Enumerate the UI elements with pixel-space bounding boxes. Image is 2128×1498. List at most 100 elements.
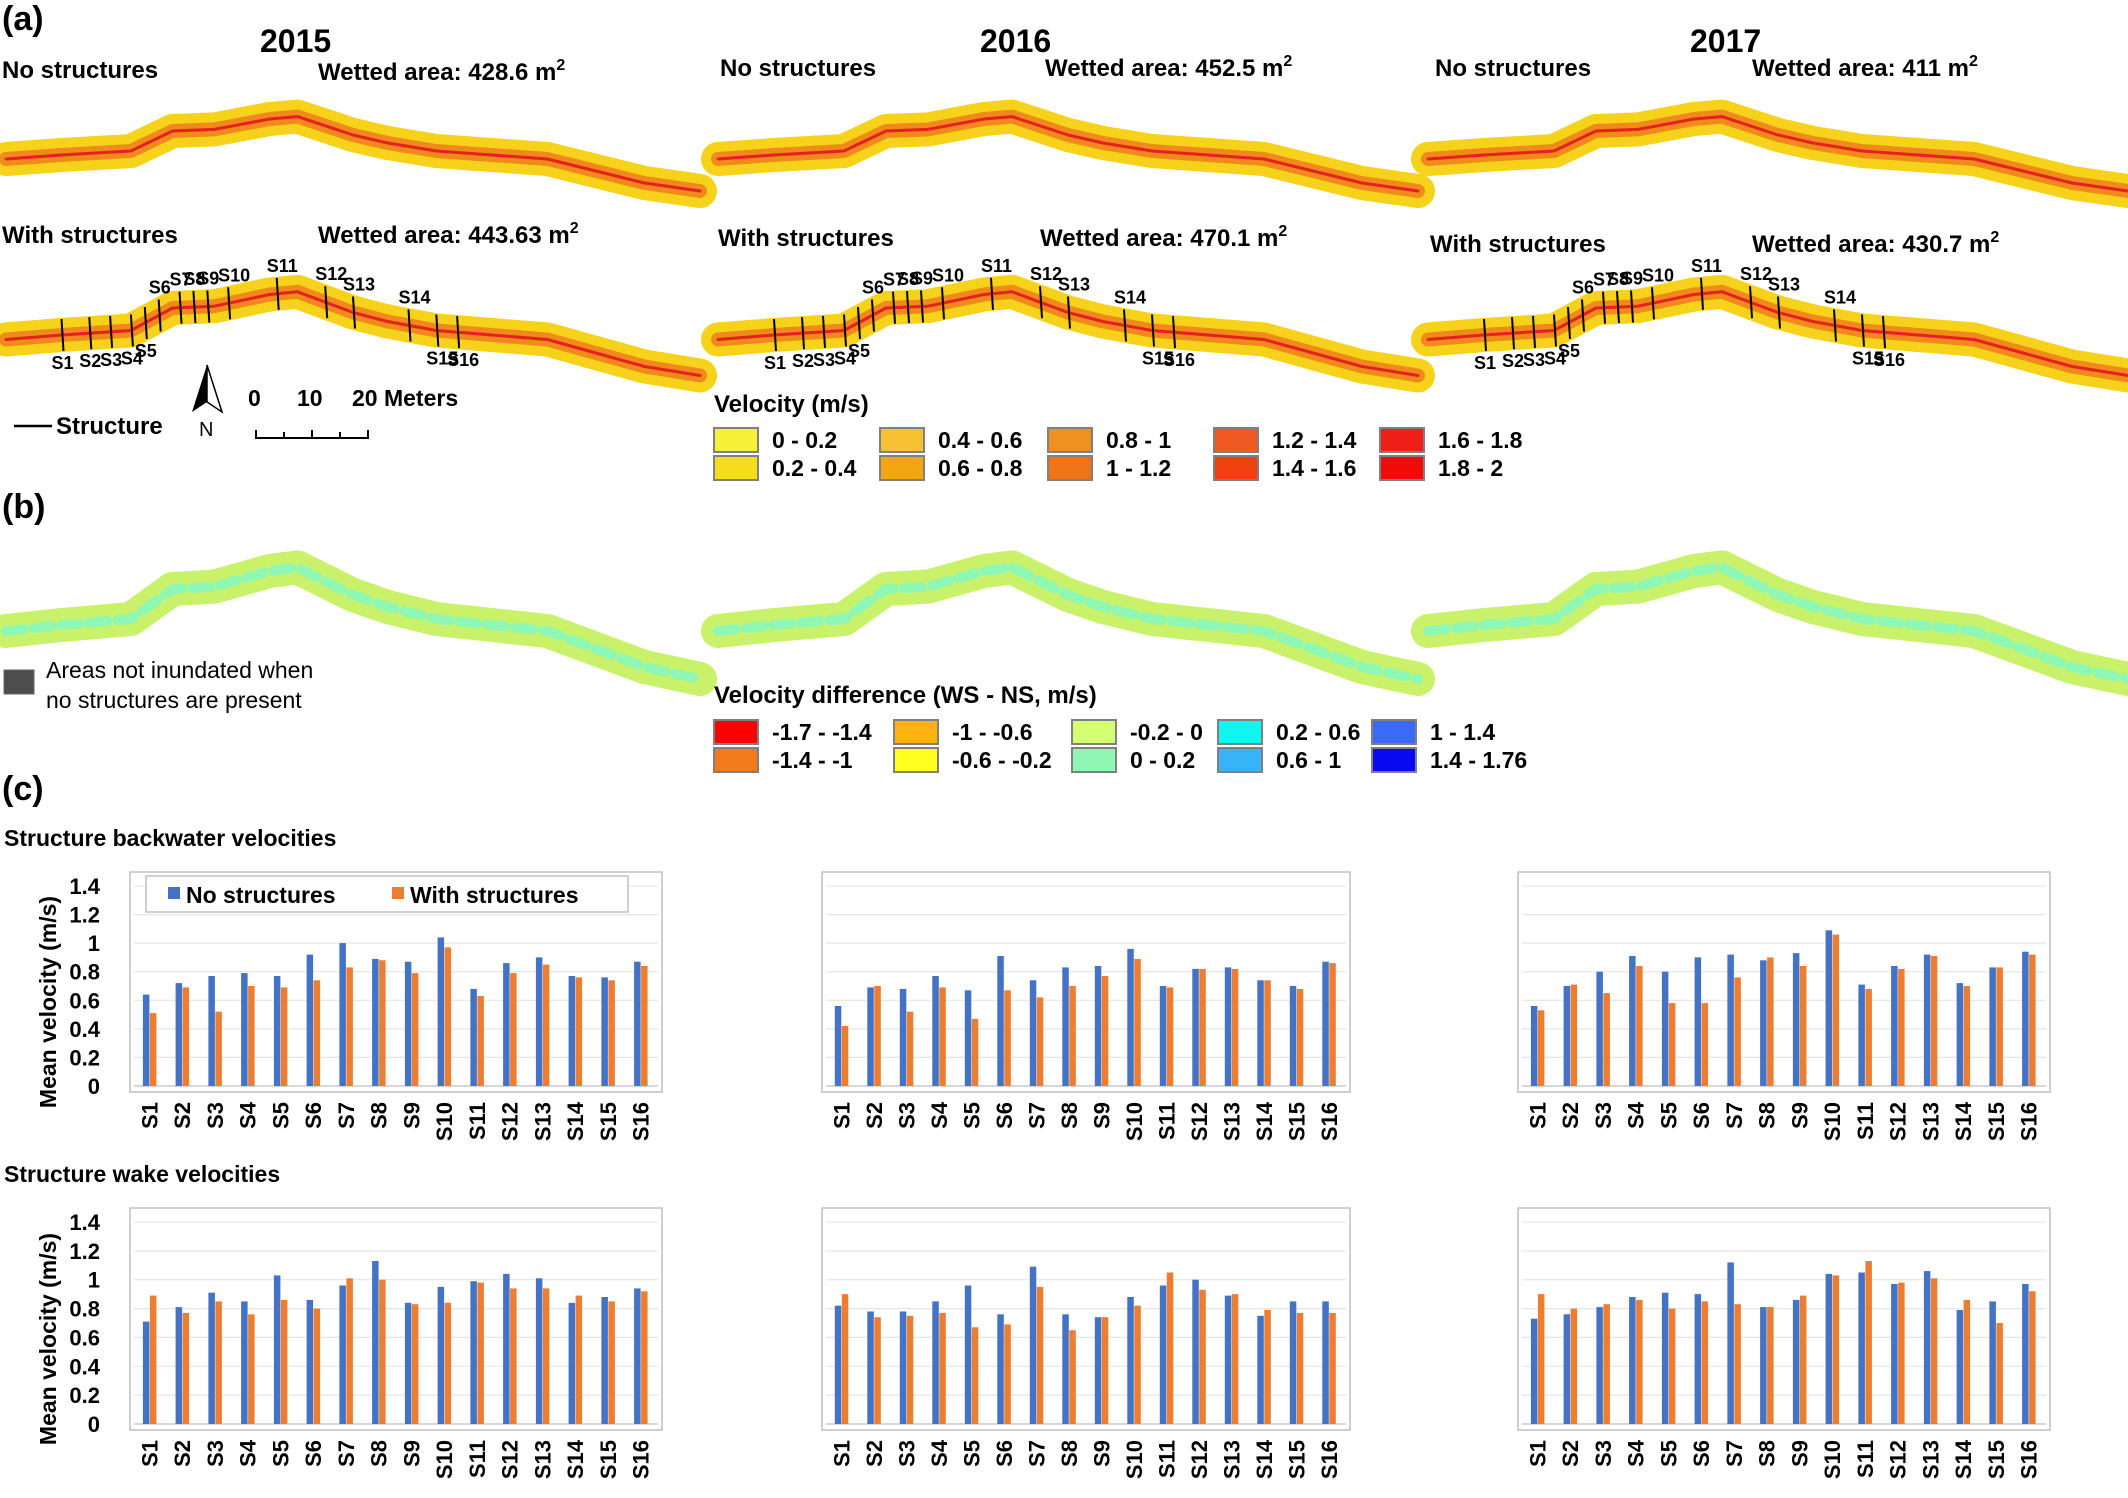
bar-S10-no-structures — [1825, 930, 1833, 1086]
bar-S11-with-structures — [1166, 1272, 1174, 1424]
structure-label-1-0: S1 — [764, 353, 786, 373]
structure-label-0-8: S9 — [197, 269, 219, 289]
x-tick-label: S15 — [596, 1102, 621, 1141]
bar-S10-with-structures — [444, 1302, 452, 1424]
bar-S6-with-structures — [1701, 1003, 1709, 1086]
x-tick-label: S2 — [862, 1440, 887, 1467]
velocity-legend-label-4: 0.8 - 1 — [1106, 427, 1171, 453]
x-tick-label: S8 — [1755, 1440, 1780, 1467]
bar-S13-no-structures — [1224, 967, 1232, 1086]
x-tick-label: S5 — [1656, 1440, 1681, 1467]
bar-S6-with-structures — [313, 1308, 321, 1424]
x-tick-label: S5 — [268, 1102, 293, 1129]
x-tick-label: S10 — [1122, 1102, 1147, 1141]
x-tick-label: S2 — [1558, 1102, 1583, 1129]
x-tick-label: S13 — [1219, 1440, 1244, 1479]
bar-S5-no-structures — [964, 1285, 972, 1424]
bar-S4-no-structures — [241, 1301, 248, 1424]
bar-S6-no-structures — [997, 1314, 1004, 1424]
structure-mark-1-4 — [857, 306, 861, 340]
structure-label-1-13: S14 — [1114, 287, 1146, 307]
wetted-area-with-2016: Wetted area: 470.1 m2 — [1040, 223, 1287, 252]
bar-S13-no-structures — [535, 957, 543, 1086]
structure-mark-1-14 — [1151, 314, 1155, 347]
x-tick-label: S7 — [1024, 1440, 1049, 1467]
diff-legend-label-4: -0.2 - 0 — [1130, 719, 1203, 745]
bar-S14-no-structures — [1257, 1315, 1264, 1424]
bar-S2-with-structures — [182, 987, 190, 1086]
year-2016-heading: 2016 — [980, 23, 1051, 59]
velocity-legend-label-2: 0.4 - 0.6 — [938, 427, 1022, 453]
x-tick-label: S4 — [1624, 1439, 1649, 1467]
y-tick-label: 0 — [88, 1412, 100, 1437]
bar-S10-no-structures — [1127, 948, 1134, 1086]
bar-S11-with-structures — [477, 1282, 484, 1424]
x-tick-label: S7 — [1024, 1102, 1049, 1129]
bar-S15-no-structures — [1989, 967, 1996, 1086]
wetted-area-no-2016: Wetted area: 452.5 m2 — [1045, 53, 1292, 82]
bar-S5-with-structures — [1668, 1003, 1676, 1086]
bar-S12-with-structures — [1199, 968, 1206, 1086]
bar-S12-no-structures — [503, 963, 510, 1086]
structure-label-0-7: S8 — [183, 269, 205, 289]
structure-label-2-4: S5 — [1558, 341, 1580, 361]
x-tick-label: S6 — [992, 1440, 1017, 1467]
legend-swatch-no — [168, 887, 180, 899]
bar-S4-with-structures — [1636, 1299, 1643, 1424]
x-tick-label: S15 — [1284, 1440, 1309, 1479]
bar-S12-no-structures — [1891, 966, 1898, 1086]
structure-label-1-6: S7 — [883, 270, 905, 290]
structure-mark-0-14 — [435, 314, 440, 347]
bar-S7-no-structures — [1727, 1262, 1734, 1424]
y-tick-label: 1.2 — [69, 903, 100, 928]
bar-S4-no-structures — [241, 973, 248, 1086]
x-tick-label: S4 — [236, 1439, 261, 1467]
bar-S1-no-structures — [1530, 1318, 1538, 1424]
chart-backwater-2016: S1 S2 S3 S4 S5 S6 S7 S8 S9 S10 S11 S12 S13 S14 S15 S16 — [821, 871, 1351, 1141]
structure-mark-0-3 — [129, 314, 134, 347]
scale-tick-20: 20 Meters — [352, 385, 458, 411]
diff-legend-swatch-1 — [713, 747, 759, 773]
bar-S16-no-structures — [2022, 1284, 2029, 1424]
bar-S11-no-structures — [1858, 1272, 1865, 1424]
bar-S13-with-structures — [1231, 1294, 1239, 1424]
structure-label-2-2: S3 — [1523, 350, 1545, 370]
bar-S1-no-structures — [1530, 1006, 1538, 1086]
bar-S9-no-structures — [404, 1302, 412, 1424]
structure-label-0-12: S13 — [343, 275, 375, 295]
bar-S16-with-structures — [2029, 1291, 2036, 1424]
panel-a-label: (a) — [2, 0, 44, 38]
x-tick-label: S7 — [1722, 1440, 1747, 1467]
bar-S15-no-structures — [601, 977, 608, 1086]
bar-S4-with-structures — [1636, 966, 1643, 1086]
bar-S9-with-structures — [411, 973, 419, 1086]
year-2017-heading: 2017 — [1690, 23, 1761, 59]
diff-legend-swatch-3 — [893, 747, 939, 773]
x-tick-label: S10 — [1820, 1440, 1845, 1479]
bar-S12-no-structures — [503, 1273, 510, 1424]
bar-S7-with-structures — [1036, 997, 1044, 1086]
diff-river-inner-0 — [1, 562, 705, 684]
structure-label-0-5: S6 — [149, 278, 171, 298]
structure-label-2-8: S9 — [1621, 269, 1643, 289]
structure-mark-1-11 — [1039, 286, 1043, 319]
structure-mark-1-3 — [843, 314, 847, 347]
wetted-area-with-2015: Wetted area: 443.63 m2 — [318, 220, 579, 249]
structure-label-1-10: S11 — [981, 256, 1012, 276]
y-tick-label: 0.6 — [69, 988, 100, 1013]
bar-S13-no-structures — [535, 1278, 543, 1424]
bar-S2-no-structures — [867, 987, 874, 1086]
velocity-legend-swatch-5 — [1047, 455, 1093, 481]
bar-S6-with-structures — [1004, 990, 1011, 1086]
bar-S15-with-structures — [1996, 1323, 2003, 1424]
bar-S10-no-structures — [1825, 1273, 1833, 1424]
bar-S9-no-structures — [1792, 953, 1800, 1086]
x-tick-label: S3 — [203, 1102, 228, 1129]
structure-mark-2-12 — [1777, 296, 1781, 329]
diff-legend-label-1: -1.4 - -1 — [772, 747, 853, 773]
velocity-legend: 0 - 0.20.2 - 0.4 0.4 - 0.60.6 - 0.8 0.8 - … — [713, 427, 1523, 481]
structure-label-0-4: S5 — [135, 341, 157, 361]
y-tick-label: 0.2 — [69, 1045, 100, 1070]
x-tick-label: S13 — [1918, 1440, 1943, 1479]
bar-S2-with-structures — [874, 986, 881, 1086]
